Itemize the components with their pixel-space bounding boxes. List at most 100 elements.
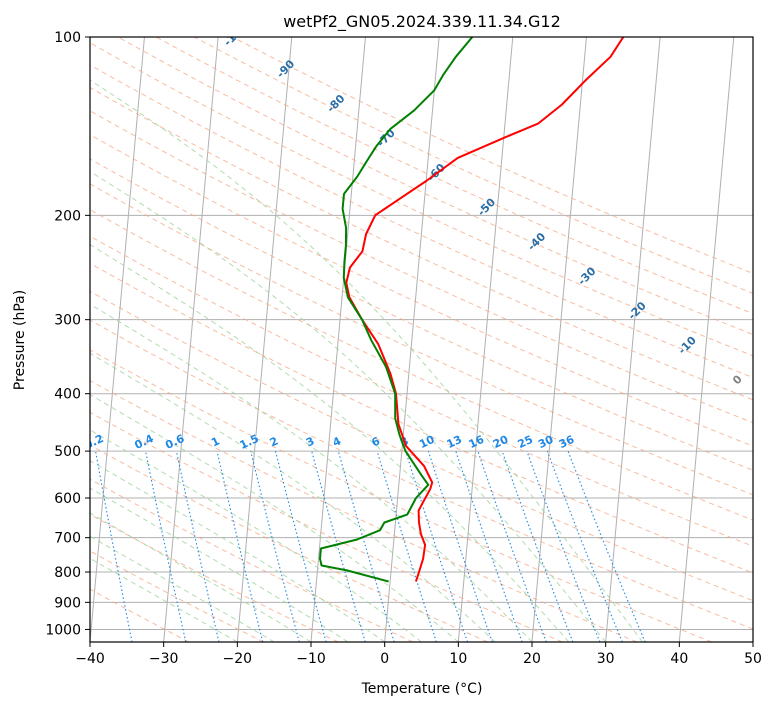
x-tick-label: 50 — [744, 651, 762, 667]
dry-adiabat-line — [90, 290, 753, 602]
mixing-ratio-label: 3 — [304, 434, 316, 449]
isotherm-gridline — [531, 37, 587, 642]
mixing-ratio-line — [145, 450, 187, 642]
dry-adiabat-line — [155, 37, 753, 315]
y-tick-label: 1000 — [45, 622, 81, 638]
mixing-ratio-label: 10 — [417, 433, 437, 451]
moist-adiabat-line — [90, 79, 643, 642]
isotherm-gridline — [605, 37, 661, 642]
mixing-ratio-label: 13 — [445, 433, 464, 451]
mixing-ratio-line — [546, 450, 623, 642]
mixing-ratio-line — [376, 450, 437, 642]
isotherm-gridline — [310, 37, 366, 642]
mixing-ratio-label: 16 — [467, 433, 487, 451]
dry-adiabat-label: -80 — [324, 92, 347, 115]
mixing-ratio-line — [477, 450, 547, 642]
dry-adiabat-line — [90, 158, 753, 471]
mixing-ratio-line — [455, 450, 523, 642]
mixing-ratio-label: 6 — [369, 434, 382, 449]
x-tick-label: −30 — [149, 651, 179, 667]
dry-adiabat-line — [90, 110, 753, 424]
dry-adiabat-label: -40 — [525, 230, 548, 253]
x-tick-label: 30 — [597, 651, 615, 667]
mixing-ratio-label: 20 — [491, 433, 511, 451]
x-tick-label: −10 — [296, 651, 326, 667]
mixing-ratio-line — [526, 450, 601, 642]
x-tick-label: −40 — [75, 651, 105, 667]
dry-adiabat-line — [90, 513, 339, 642]
dry-adiabat-label: -90 — [274, 57, 297, 80]
y-tick-label: 700 — [54, 531, 81, 547]
x-tick-label: 10 — [449, 651, 467, 667]
temperature-profile-line — [345, 37, 625, 582]
x-tick-label: 40 — [670, 651, 688, 667]
dry-adiabat-line — [90, 588, 190, 642]
mixing-ratio-line — [427, 450, 493, 642]
dry-adiabat-line — [90, 444, 488, 642]
mixing-ratio-label: 0.2 — [83, 432, 106, 452]
dry-adiabat-line — [90, 478, 414, 642]
mixing-ratio-label: 2 — [268, 434, 280, 449]
moist-adiabat-line — [90, 429, 422, 642]
isotherm-gridline — [384, 37, 440, 642]
mixing-ratio-line — [274, 450, 327, 642]
moist-adiabat-line — [90, 512, 312, 642]
y-tick-label: 200 — [54, 208, 81, 224]
mixing-ratio-line — [501, 450, 574, 642]
mixing-ratio-label: 36 — [557, 433, 577, 451]
mixing-ratio-label: 4 — [331, 434, 344, 449]
mixing-ratio-label: 25 — [516, 433, 535, 451]
isotherm-gridline — [90, 37, 145, 642]
moist-adiabat-line — [90, 460, 385, 642]
isotherm-gridline — [678, 37, 735, 642]
y-tick-label: 500 — [54, 444, 81, 460]
isotherm-gridline — [163, 37, 219, 642]
mixing-ratio-line — [567, 450, 646, 642]
mixing-ratio-line — [95, 451, 133, 642]
y-tick-label: 100 — [54, 30, 81, 46]
moist-adiabat-line — [90, 487, 349, 642]
dry-adiabat-line — [90, 209, 753, 521]
isotherm-gridline — [457, 37, 514, 642]
dry-adiabat-line — [117, 37, 753, 336]
dry-adiabat-label: -10 — [676, 334, 699, 357]
moist-adiabat-line — [90, 535, 275, 642]
dry-adiabat-line — [90, 183, 753, 496]
x-tick-label: 0 — [380, 651, 389, 667]
y-tick-label: 600 — [54, 491, 81, 507]
moist-adiabat-line — [90, 244, 570, 642]
x-tick-label: −20 — [223, 651, 253, 667]
y-tick-label: 900 — [54, 595, 81, 611]
dry-adiabat-line — [90, 262, 753, 574]
x-axis-title: Temperature (°C) — [361, 681, 483, 697]
dry-adiabat-label: 0 — [730, 372, 745, 387]
isotherm-gridline — [752, 636, 753, 642]
dry-adiabat-label: -100 — [221, 20, 250, 49]
mixing-ratio-line — [311, 450, 366, 642]
mixing-ratio-label: 0.6 — [163, 432, 186, 452]
dry-adiabat-line — [90, 319, 753, 630]
chart-title: wetPf2_GN05.2024.339.11.34.G12 — [283, 12, 561, 32]
mixing-ratio-line — [337, 450, 395, 642]
dry-adiabat-line — [90, 349, 712, 642]
mixing-ratio-line — [250, 450, 300, 642]
dry-adiabat-line — [90, 235, 753, 547]
mixing-ratio-line — [405, 450, 469, 642]
moist-adiabat-line — [90, 352, 496, 642]
dewpoint-profile-line — [319, 37, 474, 583]
isotherm-gridline — [236, 37, 293, 642]
mixing-ratio-line — [175, 450, 220, 642]
dry-adiabat-line — [90, 411, 563, 642]
y-tick-label: 300 — [54, 313, 81, 329]
y-axis-title: Pressure (hPa) — [12, 290, 28, 390]
x-tick-label: 20 — [523, 651, 541, 667]
mixing-ratio-label: 30 — [536, 433, 556, 451]
moist-adiabat-line — [90, 170, 607, 642]
dry-adiabat-line — [90, 550, 264, 642]
mixing-ratio-label: 1.5 — [238, 432, 261, 452]
y-tick-label: 800 — [54, 565, 81, 581]
mixing-ratio-label: 0.4 — [132, 432, 155, 452]
mixing-ratio-label: 1 — [209, 434, 221, 449]
moist-adiabat-line — [90, 303, 533, 642]
